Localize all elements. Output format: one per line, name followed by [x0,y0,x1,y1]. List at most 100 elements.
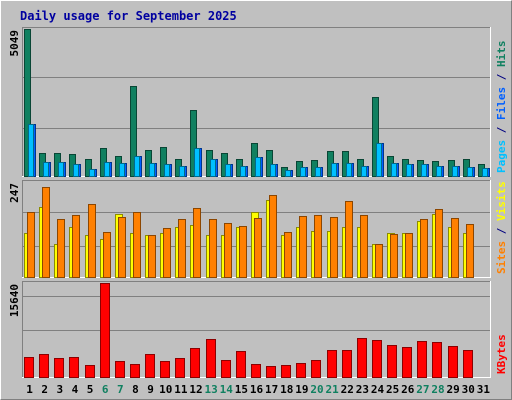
bar-pages-day-4 [73,164,79,177]
bar-sites-day-24 [375,244,383,278]
x-tick-label: 8 [132,383,139,396]
bar-pages-day-31 [482,168,488,177]
bar-sites-day-26 [405,233,413,278]
bar-sites-day-23 [360,215,368,278]
bar-sites-day-18 [284,232,292,278]
chart-panels: 5049 Pages / Files / Hits 247 Sites / Visit… [8,27,508,378]
bar-sites-day-11 [178,219,186,278]
bar-kbytes-day-7 [115,361,125,378]
chart-title: Daily usage for September 2025 [20,9,237,23]
legend-label: KBytes [495,334,508,374]
bar-pages-day-25 [391,163,397,177]
x-tick-label: 11 [174,383,188,396]
x-tick-label: 24 [371,383,385,396]
bar-sites-day-27 [420,219,428,278]
bar-kbytes-day-8 [130,364,140,378]
bar-kbytes-day-26 [402,347,412,378]
bar-sites-day-9 [148,235,156,278]
bar-kbytes-day-6 [100,283,110,378]
bar-sites-day-29 [451,218,459,278]
x-tick-label: 2 [41,383,48,396]
y-max-label: 5049 [8,30,21,57]
bar-pages-day-13 [210,159,216,177]
bar-sites-day-20 [314,215,322,278]
bar-pages-day-23 [361,166,367,177]
x-tick-label: 5 [87,383,94,396]
bar-sites-day-30 [466,224,474,278]
bar-pages-day-2 [43,162,49,177]
bar-kbytes-day-16 [251,364,261,378]
x-tick-label: 29 [447,383,460,396]
bar-hits-day-12 [190,110,197,177]
x-tick-label: 12 [189,383,202,396]
bar-sites-day-4 [72,215,80,278]
bar-pages-day-27 [421,164,427,177]
x-tick-label: 30 [462,383,475,396]
bar-kbytes-day-30 [463,350,473,378]
bar-hits-day-24 [372,97,379,177]
bar-kbytes-day-13 [206,339,216,378]
bar-kbytes-day-24 [372,340,382,378]
x-tick-label: 28 [431,383,444,396]
x-tick-label: 10 [159,383,172,396]
legend-label: Visits [495,181,508,221]
bar-pages-day-11 [179,166,185,177]
bar-sites-day-10 [163,228,171,278]
legend-label: Sites [495,241,508,274]
bar-kbytes-day-11 [175,358,185,378]
bar-kbytes-day-2 [39,354,49,378]
bar-pages-day-14 [225,164,231,177]
bar-kbytes-day-1 [24,357,34,378]
x-tick-label: 17 [265,383,278,396]
bar-kbytes-day-29 [448,346,458,378]
bar-kbytes-day-12 [190,348,200,378]
bar-pages-day-30 [467,167,473,177]
bar-hits-day-5 [85,159,92,177]
x-tick-label: 9 [147,383,154,396]
legend-label: Pages [495,140,508,173]
bar-kbytes-day-5 [85,365,95,378]
legend-label: / [495,67,508,87]
bar-sites-day-3 [57,219,65,278]
bar-sites-day-21 [330,217,338,278]
x-tick-label: 15 [235,383,248,396]
bar-pages-day-9 [149,163,155,177]
x-tick-label: 25 [386,383,399,396]
x-tick-label: 7 [117,383,124,396]
bar-kbytes-day-4 [69,357,79,378]
x-tick-label: 26 [401,383,415,396]
x-tick-label: 16 [250,383,264,396]
bar-sites-day-13 [209,219,217,278]
bar-pages-day-20 [315,167,321,177]
bar-pages-day-17 [270,164,276,177]
bar-pages-day-28 [436,166,442,177]
bar-pages-day-21 [331,163,337,177]
x-axis-labels: 1 2 3 4 5 6 7 8 9 10 11 12 13 14 15 16 17 18 19 20 21 22 23 24 2… [26,383,490,396]
bar-kbytes-day-28 [432,342,442,378]
x-tick-label: 27 [416,383,429,396]
x-tick-label: 4 [72,383,79,396]
x-tick-label: 23 [356,383,369,396]
bar-sites-day-14 [224,223,232,278]
bar-pages-day-16 [255,157,261,177]
panel-hits: 5049 Pages / Files / Hits [8,27,508,177]
bar-sites-day-17 [269,195,277,278]
bar-pages-day-6 [104,162,110,177]
bar-hits-day-1 [24,29,31,177]
x-tick-label: 1 [26,383,33,396]
bar-kbytes-day-15 [236,351,246,378]
panel-kbytes: 15640 KBytes [8,281,508,378]
bar-sites-day-2 [42,187,50,278]
bar-kbytes-day-18 [281,365,291,378]
bar-pages-day-22 [346,163,352,177]
bar-pages-day-18 [285,170,291,177]
bar-sites-day-6 [103,232,111,278]
bar-kbytes-day-3 [54,358,64,378]
legend-label: / [495,120,508,140]
bar-kbytes-day-20 [311,360,321,378]
bar-pages-day-8 [134,156,140,177]
bar-sites-day-28 [435,209,443,278]
bar-pages-day-7 [119,163,125,177]
bar-sites-day-7 [118,217,126,278]
